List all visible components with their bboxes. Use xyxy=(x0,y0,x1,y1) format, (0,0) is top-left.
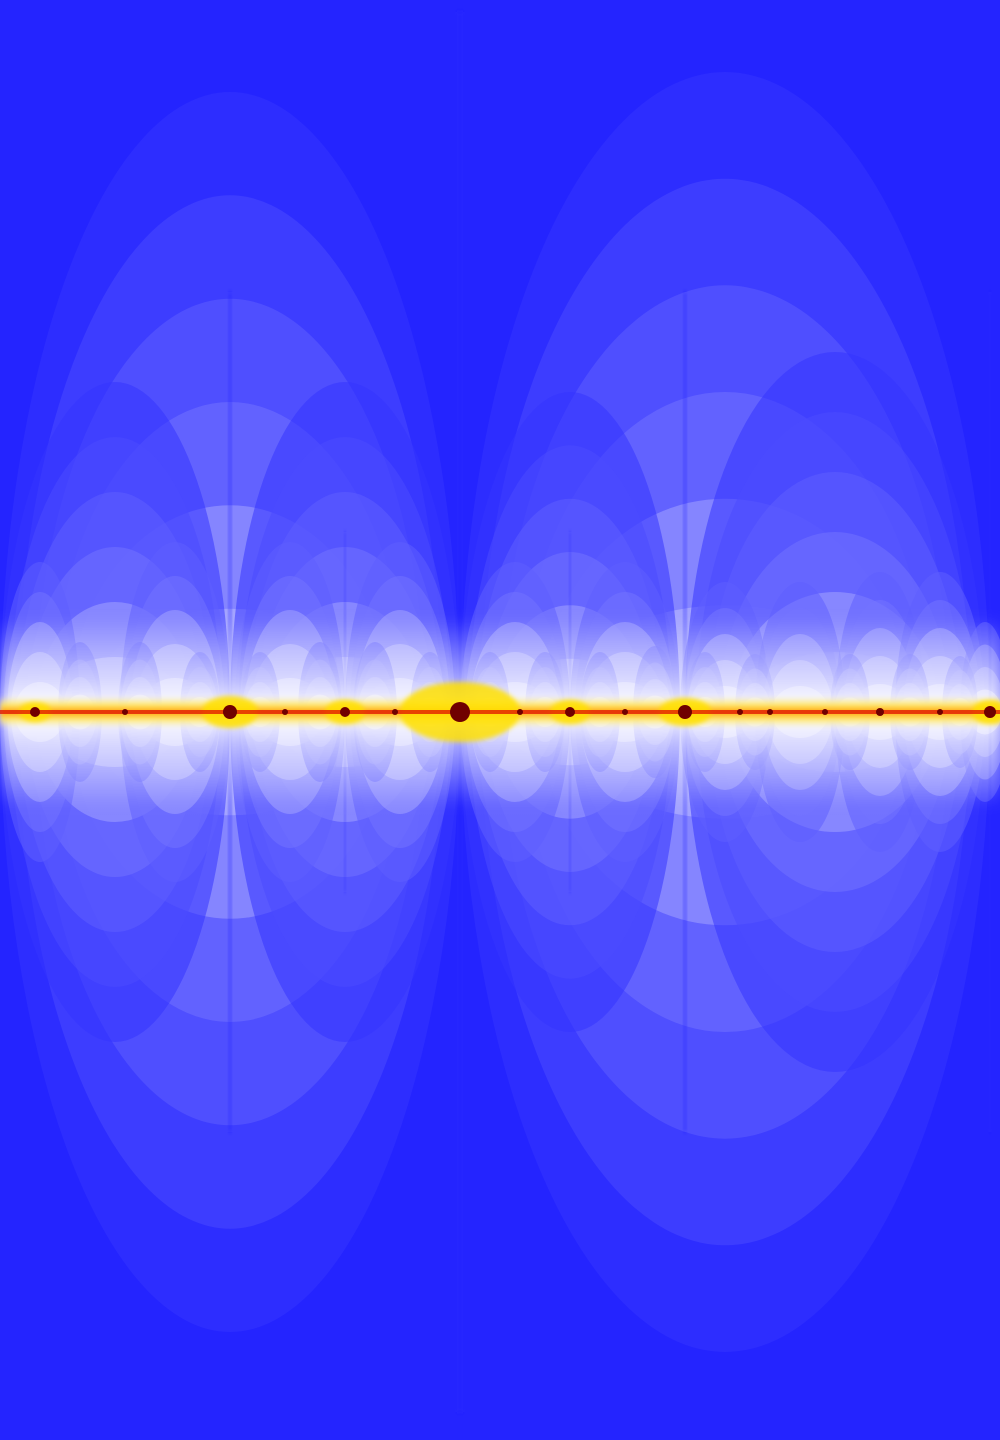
axis-layer xyxy=(0,617,1000,807)
axis-node-14 xyxy=(876,708,884,716)
axis-node-3 xyxy=(282,709,288,715)
axis-node-10 xyxy=(678,705,692,719)
axis-node-8 xyxy=(565,707,575,717)
axis-node-13 xyxy=(822,709,828,715)
axis-node-7 xyxy=(517,709,523,715)
axis-node-11 xyxy=(737,709,743,715)
axis-node-12 xyxy=(767,709,773,715)
axis-node-6 xyxy=(450,702,470,722)
axis-node-1 xyxy=(122,709,128,715)
axis-node-16 xyxy=(984,706,996,718)
axis-node-5 xyxy=(392,709,398,715)
axis-node-9 xyxy=(622,709,628,715)
axis-node-0 xyxy=(30,707,40,717)
axis-node-4 xyxy=(340,707,350,717)
axis-node-2 xyxy=(223,705,237,719)
axis-node-15 xyxy=(937,709,943,715)
axis-line xyxy=(0,710,1000,714)
